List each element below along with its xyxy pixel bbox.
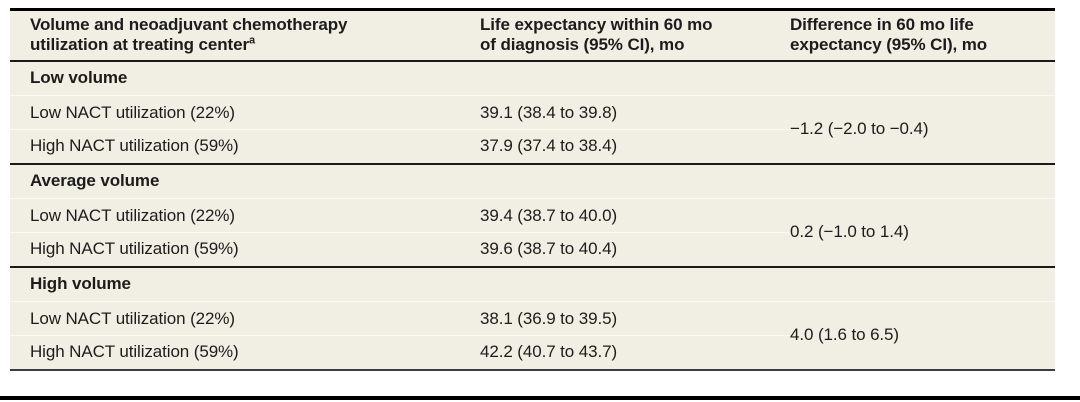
life-expectancy-value: 39.4 (38.7 to 40.0) <box>480 198 790 233</box>
table-header-row: Volume and neoadjuvant chemotherapy util… <box>10 9 1055 62</box>
nact-utilization-label: High NACT utilization (59%) <box>10 335 480 371</box>
outcomes-table: Volume and neoadjuvant chemotherapy util… <box>10 8 1055 371</box>
column-header-difference: Difference in 60 mo life expectancy (95%… <box>790 9 1055 62</box>
life-expectancy-value: 39.1 (38.4 to 39.8) <box>480 95 790 130</box>
nact-utilization-label: Low NACT utilization (22%) <box>10 95 480 130</box>
section-title: Average volume <box>10 163 1055 199</box>
nact-utilization-label: High NACT utilization (59%) <box>10 232 480 268</box>
table-row: High NACT utilization (59%) 42.2 (40.7 t… <box>10 335 1055 371</box>
table-row: Low NACT utilization (22%) 38.1 (36.9 to… <box>10 301 1055 371</box>
life-expectancy-value: 42.2 (40.7 to 43.7) <box>480 335 790 371</box>
footnote-marker-a: a <box>248 34 256 47</box>
nact-utilization-label: High NACT utilization (59%) <box>10 129 480 165</box>
figure-bottom-rule <box>0 396 1080 400</box>
table-row: Low NACT utilization (22%) 39.4 (38.7 to… <box>10 198 1055 268</box>
section-header-high-volume: High volume <box>10 266 1055 302</box>
table-row: High NACT utilization (59%) 37.9 (37.4 t… <box>10 129 1055 165</box>
outcomes-table-frame: Volume and neoadjuvant chemotherapy util… <box>10 8 1055 371</box>
life-expectancy-value: 38.1 (36.9 to 39.5) <box>480 301 790 336</box>
table-row: High NACT utilization (59%) 39.6 (38.7 t… <box>10 232 1055 268</box>
column-header-life-expectancy: Life expectancy within 60 mo of diagnosi… <box>480 9 790 62</box>
life-expectancy-value: 39.6 (38.7 to 40.4) <box>480 232 790 268</box>
difference-value: −1.2 (−2.0 to −0.4) <box>790 95 1055 165</box>
section-header-average-volume: Average volume <box>10 163 1055 199</box>
section-title: High volume <box>10 266 1055 302</box>
column-header-volume-nact-line2: utilization at treating center <box>30 35 249 55</box>
column-header-life-expectancy-line1: Life expectancy within 60 mo <box>480 15 713 35</box>
column-header-life-expectancy-line2: of diagnosis (95% CI), mo <box>480 35 685 55</box>
life-expectancy-value: 37.9 (37.4 to 38.4) <box>480 129 790 165</box>
difference-value: 4.0 (1.6 to 6.5) <box>790 301 1055 371</box>
column-header-volume-nact-line1: Volume and neoadjuvant chemotherapy <box>30 15 348 35</box>
nact-utilization-label: Low NACT utilization (22%) <box>10 301 480 336</box>
column-header-volume-nact: Volume and neoadjuvant chemotherapy util… <box>10 9 480 62</box>
nact-utilization-label: Low NACT utilization (22%) <box>10 198 480 233</box>
table-row: Low NACT utilization (22%) 39.1 (38.4 to… <box>10 95 1055 165</box>
difference-value: 0.2 (−1.0 to 1.4) <box>790 198 1055 268</box>
column-header-difference-line2: expectancy (95% CI), mo <box>790 35 988 55</box>
section-title: Low volume <box>10 60 1055 96</box>
section-header-low-volume: Low volume <box>10 60 1055 96</box>
column-header-difference-line1: Difference in 60 mo life <box>790 15 974 35</box>
